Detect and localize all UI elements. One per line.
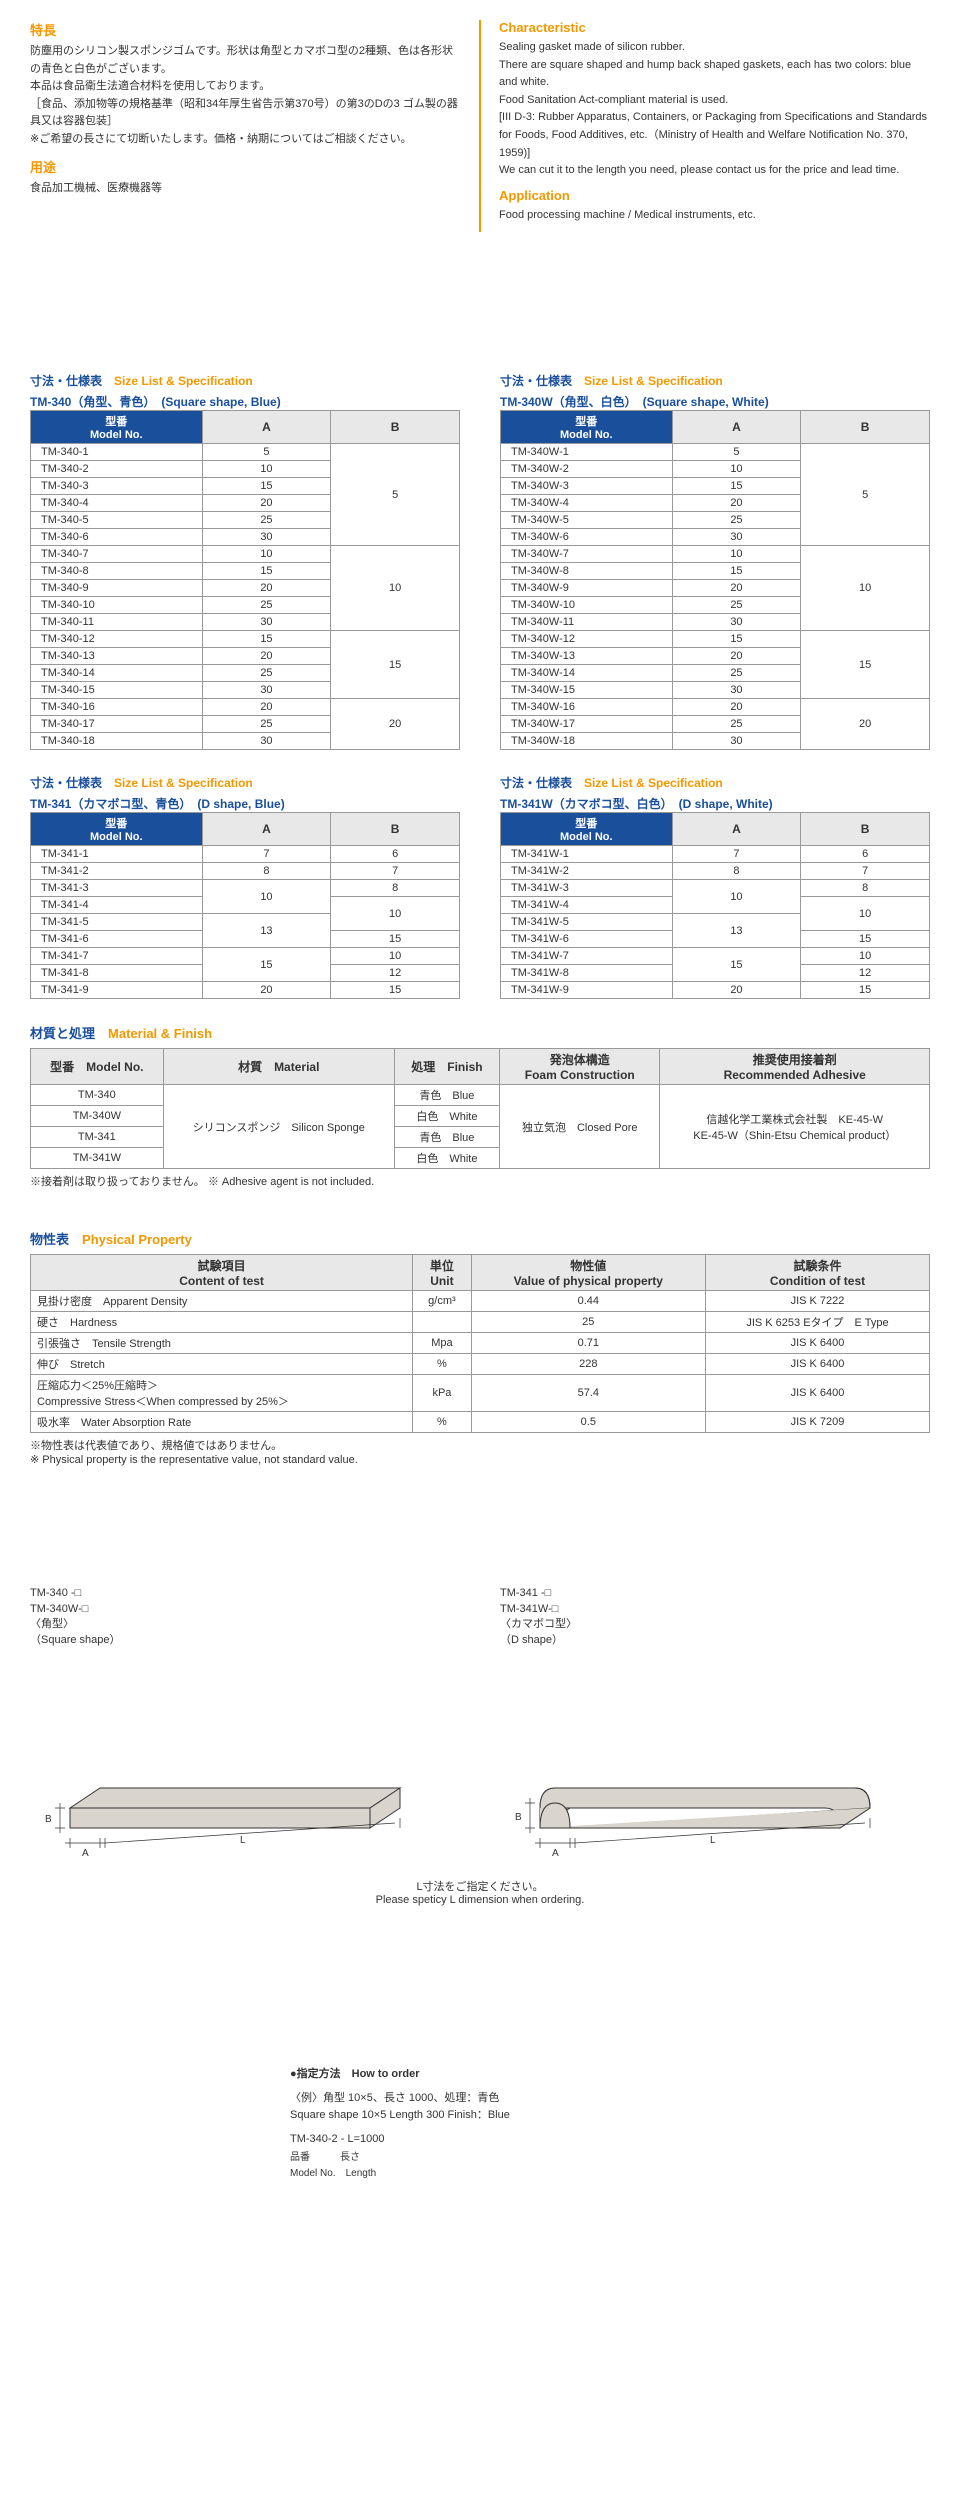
order-example: 〈例〉角型 10×5、長さ 1000、処理：青色 Square shape 10… bbox=[290, 2090, 930, 2125]
svg-text:B: B bbox=[45, 1814, 52, 1825]
shape1-label: TM-340 -□ TM-340W-□ 〈角型〉 （Square shape） bbox=[30, 1586, 460, 1648]
svg-text:L: L bbox=[710, 1835, 716, 1846]
app-hd-en: Application bbox=[499, 188, 930, 203]
svg-text:A: A bbox=[82, 1848, 89, 1858]
phys-hd: 物性表 Physical Property bbox=[30, 1229, 930, 1248]
char-txt-jp: 防塵用のシリコン製スポンジゴムです。形状は角型とカマボコ型の2種類、色は各形状の… bbox=[30, 43, 461, 149]
app-txt-en: Food processing machine / Medical instru… bbox=[499, 207, 930, 225]
material-table: 型番 Model No.材質 Material処理 Finish発泡体構造 Fo… bbox=[30, 1048, 930, 1169]
physical-section: 物性表 Physical Property 試験項目 Content of te… bbox=[30, 1229, 930, 1466]
order-code: TM-340-2 - L=1000 bbox=[290, 2131, 930, 2149]
char-hd-en: Characteristic bbox=[499, 20, 930, 35]
intro-en: Characteristic Sealing gasket made of si… bbox=[481, 20, 930, 232]
square-shape-svg: B A L bbox=[30, 1658, 430, 1858]
order-section: ●指定方法 How to order 〈例〉角型 10×5、長さ 1000、処理… bbox=[290, 2066, 930, 2182]
shape2-label: TM-341 -□ TM-341W-□ 〈カマボコ型〉 （D shape） bbox=[500, 1586, 930, 1648]
table-tm340: 寸法・仕様表 Size List & SpecificationTM-340（角… bbox=[30, 372, 460, 750]
table-tm341: 寸法・仕様表 Size List & SpecificationTM-341（カ… bbox=[30, 774, 460, 999]
material-section: 材質と処理 Material & Finish 型番 Model No.材質 M… bbox=[30, 1023, 930, 1189]
table-tm340w: 寸法・仕様表 Size List & SpecificationTM-340W（… bbox=[500, 372, 930, 750]
shape-diagrams: TM-340 -□ TM-340W-□ 〈角型〉 （Square shape） … bbox=[30, 1586, 930, 1858]
table-tm341w: 寸法・仕様表 Size List & SpecificationTM-341W（… bbox=[500, 774, 930, 999]
svg-text:L: L bbox=[240, 1835, 246, 1846]
shape-note: L寸法をご指定ください。 Please speticy L dimension … bbox=[30, 1878, 930, 1906]
char-txt-en: Sealing gasket made of silicon rubber. T… bbox=[499, 39, 930, 180]
material-note: ※接着剤は取り扱っておりません。 ※ Adhesive agent is not… bbox=[30, 1173, 930, 1189]
svg-text:B: B bbox=[515, 1812, 522, 1823]
d-shape-svg: B A L bbox=[500, 1658, 900, 1858]
intro-columns: 特長 防塵用のシリコン製スポンジゴムです。形状は角型とカマボコ型の2種類、色は各… bbox=[30, 20, 930, 232]
intro-jp: 特長 防塵用のシリコン製スポンジゴムです。形状は角型とカマボコ型の2種類、色は各… bbox=[30, 20, 481, 232]
char-hd-jp: 特長 bbox=[30, 20, 461, 39]
svg-text:A: A bbox=[552, 1848, 559, 1858]
phys-note: ※物性表は代表値であり、規格値ではありません。 ※ Physical prope… bbox=[30, 1437, 930, 1466]
order-hd: ●指定方法 How to order bbox=[290, 2066, 930, 2084]
physical-table: 試験項目 Content of test単位 Unit物性値 Value of … bbox=[30, 1254, 930, 1433]
app-hd-jp: 用途 bbox=[30, 157, 461, 176]
app-txt-jp: 食品加工機械、医療機器等 bbox=[30, 180, 461, 198]
material-hd: 材質と処理 Material & Finish bbox=[30, 1023, 930, 1042]
order-label: 品番 長さ Model No. Length bbox=[290, 2150, 930, 2182]
